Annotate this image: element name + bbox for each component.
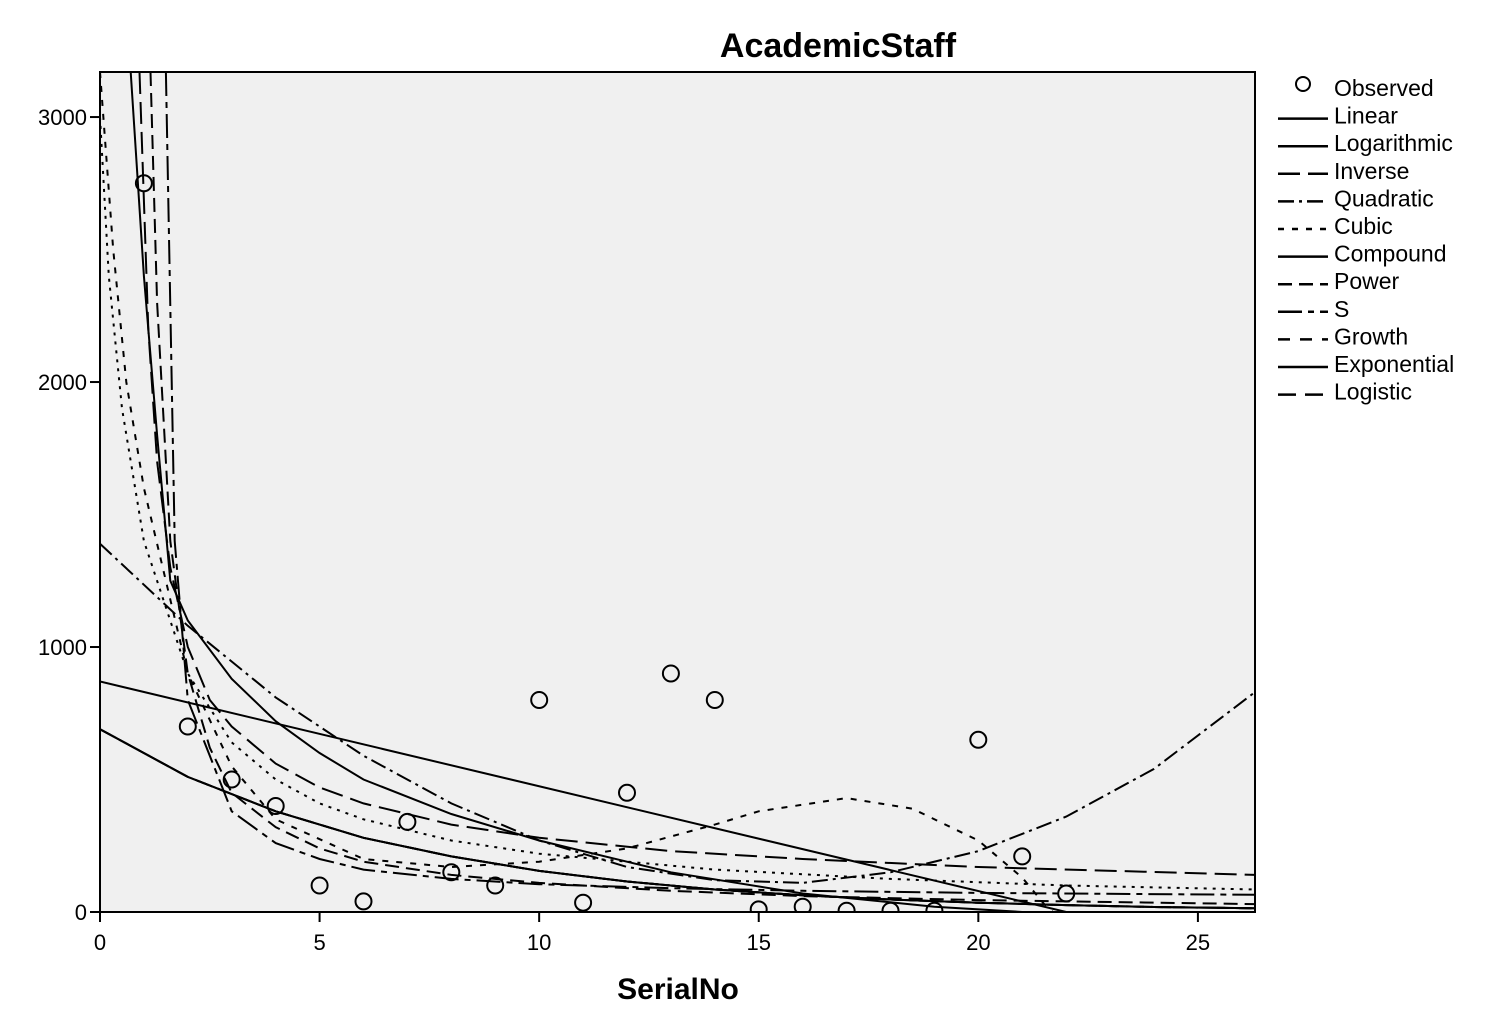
observed-point-17 [837, 901, 856, 912]
x-axis-title: SerialNo [617, 973, 739, 1006]
legend-label-inverse: Inverse [1334, 158, 1409, 184]
observed-point-7 [398, 812, 417, 831]
observed-point-18 [881, 901, 900, 912]
x-tick-label-5: 5 [313, 930, 325, 955]
curve-logistic [100, 728, 1255, 910]
legend-label-quadratic: Quadratic [1334, 185, 1434, 211]
plot-area-background [100, 72, 1255, 912]
curve-quadratic [100, 542, 1255, 884]
legend-label-exponential: Exponential [1334, 351, 1454, 377]
curve-cubic [100, 72, 1054, 912]
observed-point-22 [1057, 884, 1076, 903]
observed-point-9 [486, 876, 505, 895]
curve-power [149, 72, 1255, 906]
y-tick-label-3000: 3000 [38, 105, 87, 130]
legend-label-compound: Compound [1334, 241, 1447, 267]
y-tick-label-0: 0 [75, 900, 87, 925]
observed-point-5 [310, 876, 329, 895]
observed-point-14 [705, 691, 724, 709]
observed-point-13 [661, 664, 680, 683]
observed-point-19 [925, 901, 944, 912]
observed-point-3 [222, 770, 241, 789]
legend-swatch-observed [1295, 76, 1311, 92]
observed-points [134, 174, 1076, 912]
curve-logarithmic [129, 72, 1023, 912]
y-tick-label-1000: 1000 [38, 635, 87, 660]
observed-point-1 [134, 174, 153, 193]
observed-point-4 [266, 797, 285, 815]
curve-s [164, 72, 1255, 896]
x-tick-label-10: 10 [527, 930, 551, 955]
observed-point-15 [749, 900, 768, 912]
x-tick-label-20: 20 [966, 930, 990, 955]
observed-point-2 [178, 717, 197, 736]
observed-point-20 [969, 730, 988, 749]
legend-label-logistic: Logistic [1334, 379, 1412, 405]
legend: ObservedLinearLogarithmicInverseQuadrati… [1278, 75, 1454, 405]
fitted-curves [100, 72, 1255, 912]
plot-area-frame [99, 71, 1256, 913]
legend-label-growth: Growth [1334, 323, 1408, 349]
legend-label-observed: Observed [1334, 75, 1434, 101]
legend-label-logarithmic: Logarithmic [1334, 130, 1453, 156]
legend-label-cubic: Cubic [1334, 213, 1393, 239]
y-tick-label-2000: 2000 [38, 370, 87, 395]
observed-point-6 [354, 892, 373, 911]
curve-inverse [138, 72, 1255, 876]
chart-title: AcademicStaff [720, 27, 957, 65]
curve-linear [100, 680, 1067, 912]
legend-label-s: S [1334, 296, 1349, 322]
x-tick-label-25: 25 [1186, 930, 1210, 955]
legend-label-linear: Linear [1334, 103, 1398, 129]
observed-point-8 [442, 863, 461, 882]
observed-point-10 [530, 691, 549, 709]
observed-point-11 [574, 893, 593, 912]
x-tick-label-0: 0 [94, 930, 106, 955]
legend-label-power: Power [1334, 268, 1400, 294]
observed-point-21 [1013, 847, 1032, 866]
observed-point-16 [793, 897, 812, 912]
observed-point-12 [618, 783, 636, 802]
axes: 0 5 10 15 20 25 0 1000 2000 3000 [38, 105, 1210, 955]
x-tick-label-15: 15 [747, 930, 771, 955]
